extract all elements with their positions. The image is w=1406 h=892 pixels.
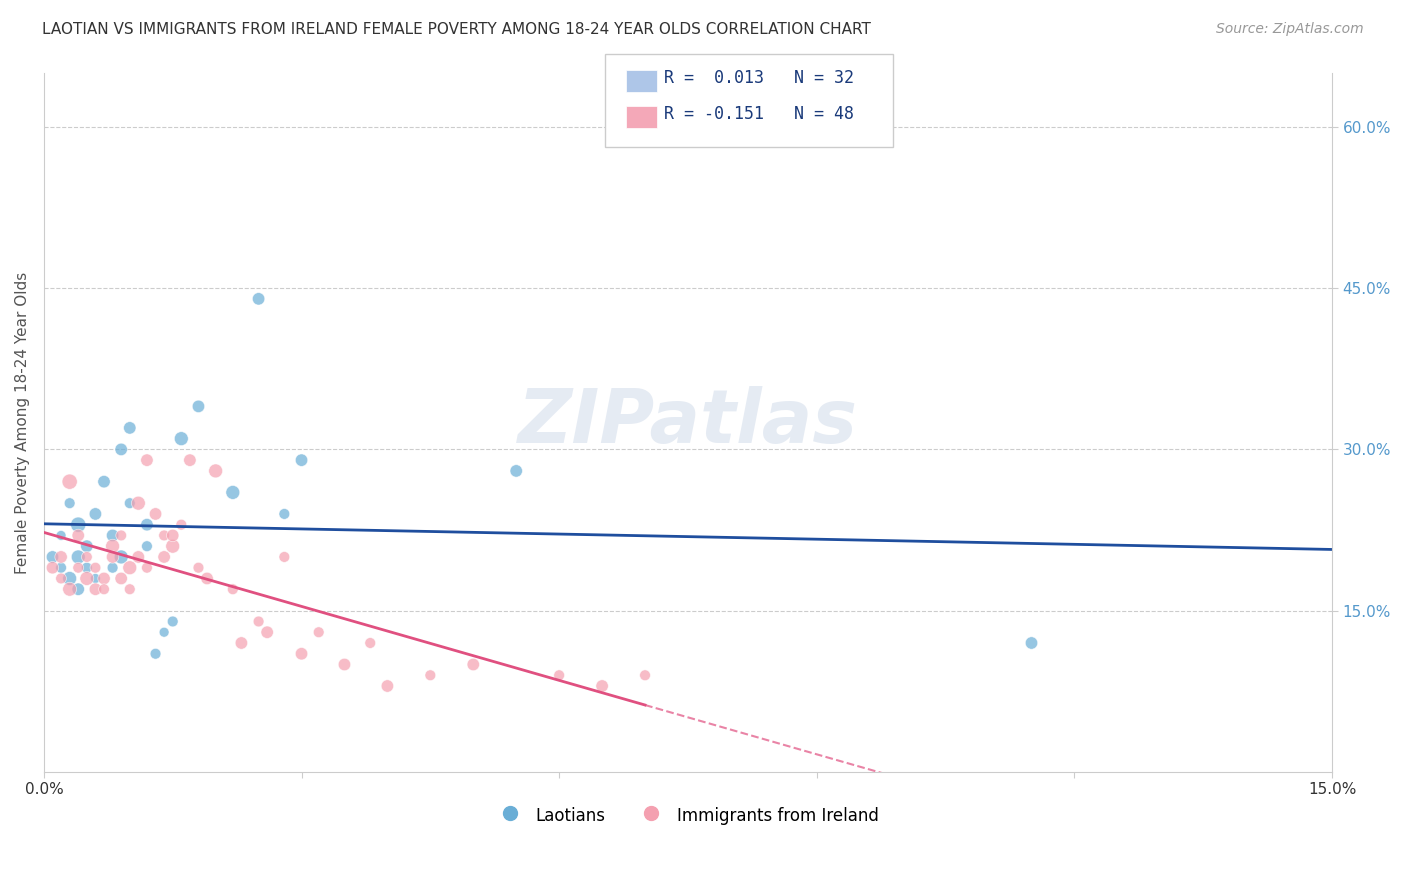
Point [84, 507, 107, 521]
Point [59, 475, 82, 489]
Text: R =  0.013   N = 32: R = 0.013 N = 32 [664, 70, 853, 87]
Point [93, 571, 115, 585]
Point [359, 636, 381, 650]
Point [247, 615, 270, 629]
Point [273, 549, 295, 564]
Point [591, 679, 613, 693]
Point [136, 453, 159, 467]
Point [84, 571, 107, 585]
Legend: Laotians, Immigrants from Ireland: Laotians, Immigrants from Ireland [489, 797, 887, 834]
Point [308, 625, 330, 640]
Point [290, 647, 312, 661]
Point [195, 571, 218, 585]
Point [101, 528, 124, 542]
Point [101, 560, 124, 574]
Point [1021, 636, 1043, 650]
Point [136, 517, 159, 532]
Point [145, 647, 167, 661]
Point [187, 560, 209, 574]
Point [179, 453, 201, 467]
Point [136, 539, 159, 553]
Point [93, 475, 115, 489]
Point [162, 528, 184, 542]
Text: R = -0.151   N = 48: R = -0.151 N = 48 [664, 105, 853, 123]
Point [634, 668, 657, 682]
Point [84, 560, 107, 574]
Point [419, 668, 441, 682]
Point [153, 528, 176, 542]
Point [162, 539, 184, 553]
Point [49, 560, 72, 574]
Point [204, 464, 226, 478]
Point [153, 549, 176, 564]
Point [170, 432, 193, 446]
Point [222, 485, 245, 500]
Point [256, 625, 278, 640]
Point [127, 496, 149, 510]
Point [49, 571, 72, 585]
Point [127, 549, 149, 564]
Point [145, 507, 167, 521]
Point [118, 421, 141, 435]
Point [162, 615, 184, 629]
Point [67, 549, 90, 564]
Point [59, 582, 82, 597]
Point [76, 539, 98, 553]
Point [222, 582, 245, 597]
Point [153, 625, 176, 640]
Point [84, 582, 107, 597]
Point [333, 657, 356, 672]
Point [231, 636, 253, 650]
Point [76, 571, 98, 585]
Point [377, 679, 399, 693]
Point [76, 549, 98, 564]
Point [41, 549, 63, 564]
Point [101, 549, 124, 564]
Point [49, 528, 72, 542]
Point [93, 582, 115, 597]
Point [110, 528, 132, 542]
Point [170, 517, 193, 532]
Point [49, 549, 72, 564]
Point [463, 657, 485, 672]
Point [41, 560, 63, 574]
Point [67, 528, 90, 542]
Point [136, 560, 159, 574]
Point [59, 496, 82, 510]
Point [67, 582, 90, 597]
Point [290, 453, 312, 467]
Point [118, 560, 141, 574]
Point [247, 292, 270, 306]
Point [110, 571, 132, 585]
Point [101, 539, 124, 553]
Point [67, 560, 90, 574]
Point [110, 442, 132, 457]
Y-axis label: Female Poverty Among 18-24 Year Olds: Female Poverty Among 18-24 Year Olds [15, 271, 30, 574]
Point [273, 507, 295, 521]
Point [118, 496, 141, 510]
Text: ZIPatlas: ZIPatlas [517, 386, 858, 459]
Point [76, 560, 98, 574]
Text: LAOTIAN VS IMMIGRANTS FROM IRELAND FEMALE POVERTY AMONG 18-24 YEAR OLDS CORRELAT: LAOTIAN VS IMMIGRANTS FROM IRELAND FEMAL… [42, 22, 872, 37]
Point [505, 464, 527, 478]
Point [187, 400, 209, 414]
Point [59, 571, 82, 585]
Point [110, 549, 132, 564]
Point [67, 517, 90, 532]
Point [548, 668, 571, 682]
Text: Source: ZipAtlas.com: Source: ZipAtlas.com [1216, 22, 1364, 37]
Point [118, 582, 141, 597]
